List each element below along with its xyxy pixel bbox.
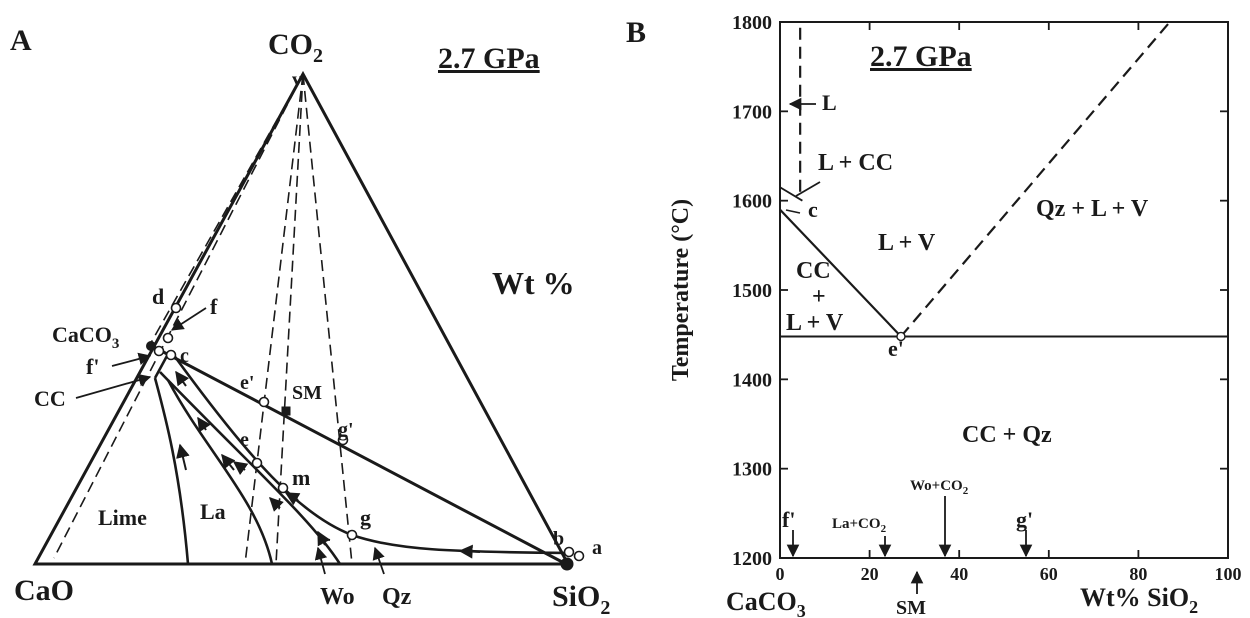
ternary-triangle xyxy=(32,70,571,566)
b-field-l-v-2: L + V xyxy=(786,310,844,336)
b-field-l: L xyxy=(822,90,837,115)
point-g-prime xyxy=(337,434,349,446)
label-pointers xyxy=(75,307,385,575)
b-arrow-f-prime: f' xyxy=(782,507,795,532)
point-a xyxy=(573,550,585,562)
x-tick-label: 40 xyxy=(950,564,968,584)
label-qz: Qz xyxy=(382,584,412,610)
point-e-prime-b xyxy=(896,331,906,342)
label-g-prime: g' xyxy=(338,419,354,441)
point-f xyxy=(162,332,174,344)
b-arrow-sm: SM xyxy=(896,597,926,618)
label-d: d xyxy=(152,284,164,309)
point-m xyxy=(277,482,289,494)
b-field-cc-qz: CC + Qz xyxy=(962,422,1052,448)
x-axis-left-label: CaCO3 xyxy=(726,587,806,618)
caco3-sio2-join xyxy=(151,344,567,566)
curve-arrows xyxy=(175,370,481,559)
label-wo: Wo xyxy=(320,584,355,610)
x-tick-label: 0 xyxy=(776,564,785,584)
point-e xyxy=(251,457,263,469)
point-f-prime xyxy=(153,345,165,357)
label-g: g xyxy=(360,505,371,530)
b-field-l-v: L + V xyxy=(878,230,936,256)
label-cc: CC xyxy=(34,386,66,411)
label-a: a xyxy=(592,537,602,559)
y-axis-ticks: 1800 1700 1600 1500 1400 1300 1200 xyxy=(732,12,1228,570)
b-field-plus: + xyxy=(812,284,826,310)
phase-boundaries xyxy=(779,21,1228,342)
apex-sio2-label: SiO2 xyxy=(552,580,610,618)
point-caco3 xyxy=(146,341,156,351)
point-e-prime xyxy=(258,396,270,408)
b-field-cc: CC xyxy=(796,258,831,284)
point-c-tick xyxy=(785,209,801,214)
b-arrow-g-prime: g' xyxy=(1016,507,1033,532)
panel-b-pressure-label: 2.7 GPa xyxy=(870,40,972,73)
x-axis-right-label: Wt% SiO2 xyxy=(1080,583,1198,617)
point-sio2 xyxy=(560,557,574,571)
y-axis-label: Temperature (°C) xyxy=(668,199,694,381)
label-m: m xyxy=(292,465,310,490)
label-sm: SM xyxy=(292,382,322,404)
y-tick-label: 1200 xyxy=(732,548,772,570)
panel-a-ternary: A CO2 2.7 GPa Wt % xyxy=(10,24,610,618)
point-d xyxy=(170,302,182,314)
c-branch-line xyxy=(779,186,803,202)
label-f: f xyxy=(210,294,218,319)
point-b xyxy=(563,546,575,558)
b-arrow-wo-co2: Wo+CO2 xyxy=(910,478,969,497)
label-e: e xyxy=(240,429,249,451)
lcc-pointer xyxy=(795,181,821,197)
liquidus-cc-curve xyxy=(779,208,902,338)
y-tick-label: 1800 xyxy=(732,12,772,34)
qz-saturation-curve xyxy=(900,21,1171,338)
x-tick-label: 20 xyxy=(861,564,879,584)
panel-b-letter: B xyxy=(626,16,646,49)
label-v: v xyxy=(292,69,302,91)
apex-co2-label: CO2 xyxy=(268,28,323,67)
y-tick-label: 1700 xyxy=(732,101,772,123)
x-tick-label: 80 xyxy=(1129,564,1147,584)
label-caco3: CaCO3 xyxy=(52,322,119,352)
y-tick-label: 1600 xyxy=(732,191,772,213)
label-c: c xyxy=(180,345,189,367)
point-sm xyxy=(281,406,291,416)
label-b: b xyxy=(553,528,564,550)
b-arrow-la-co2: La+CO2 xyxy=(832,516,887,535)
x-tick-label: 60 xyxy=(1040,564,1058,584)
plot-frame xyxy=(779,21,1229,559)
label-lime: Lime xyxy=(98,505,147,530)
point-c xyxy=(165,349,177,361)
y-tick-label: 1500 xyxy=(732,280,772,302)
panel-a-pressure-label: 2.7 GPa xyxy=(438,42,540,75)
b-label-e-prime: e' xyxy=(888,336,904,361)
panel-b-section: B 1800 1700 1600 1500 1400 1300 1200 0 20 40 60 80… xyxy=(626,12,1242,618)
label-f-prime: f' xyxy=(86,354,99,379)
apex-cao-label: CaO xyxy=(14,574,74,607)
units-label: Wt % xyxy=(492,265,575,301)
dashed-tie-lines xyxy=(53,73,353,565)
label-e-prime: e' xyxy=(240,372,254,394)
y-tick-label: 1400 xyxy=(732,369,772,391)
panel-a-letter: A xyxy=(10,24,32,57)
point-g xyxy=(346,529,358,541)
x-axis-ticks: 0 20 40 60 80 100 xyxy=(776,22,1242,584)
b-field-qz-l-v: Qz + L + V xyxy=(1036,196,1149,222)
x-tick-label: 100 xyxy=(1215,564,1242,584)
b-label-c: c xyxy=(808,197,818,222)
y-tick-label: 1300 xyxy=(732,459,772,481)
label-la: La xyxy=(200,499,226,524)
b-field-l-cc: L + CC xyxy=(818,150,893,176)
composition-arrows xyxy=(786,496,1033,594)
